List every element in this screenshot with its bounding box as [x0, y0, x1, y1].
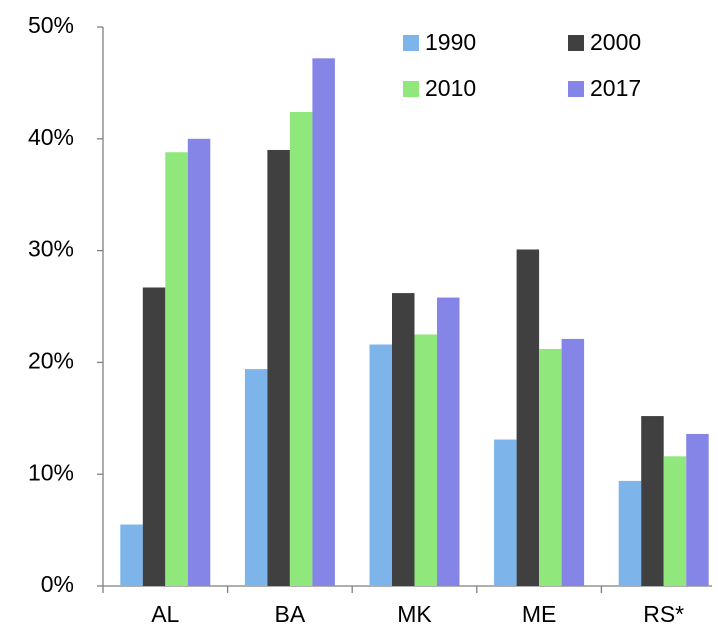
bar [437, 297, 460, 586]
legend-label: 2010 [425, 75, 476, 101]
legend-label: 1990 [425, 29, 476, 55]
y-tick-label: 40% [28, 124, 74, 150]
y-tick-label: 20% [28, 347, 74, 373]
bar [244, 369, 268, 586]
bar [686, 433, 709, 586]
x-tick-label: AL [151, 601, 179, 627]
legend-swatch [403, 35, 419, 51]
bar [561, 338, 585, 586]
x-tick-label: RS* [643, 601, 684, 627]
bar [539, 348, 562, 586]
bar [165, 152, 188, 586]
bar [618, 480, 642, 586]
bar [187, 138, 211, 587]
legend-swatch [403, 81, 419, 97]
bar [641, 416, 664, 586]
legend-swatch [568, 35, 584, 51]
y-tick-label: 50% [28, 12, 74, 38]
bar [142, 287, 166, 586]
bar [267, 149, 290, 587]
bar [369, 344, 392, 586]
y-tick-label: 30% [28, 236, 74, 262]
legend-label: 2017 [590, 75, 641, 101]
y-tick-label: 10% [28, 459, 74, 485]
bar [120, 524, 143, 586]
bar [312, 58, 335, 586]
x-tick-label: ME [522, 601, 557, 627]
bar [414, 334, 437, 586]
bar [392, 293, 415, 586]
y-tick-label: 0% [41, 571, 74, 597]
bar [494, 439, 517, 586]
bar [663, 456, 687, 586]
legend-swatch [568, 81, 584, 97]
x-tick-label: MK [397, 601, 432, 627]
bar [289, 111, 313, 586]
legend-label: 2000 [590, 29, 641, 55]
x-tick-label: BA [275, 601, 306, 627]
bar [516, 249, 540, 586]
